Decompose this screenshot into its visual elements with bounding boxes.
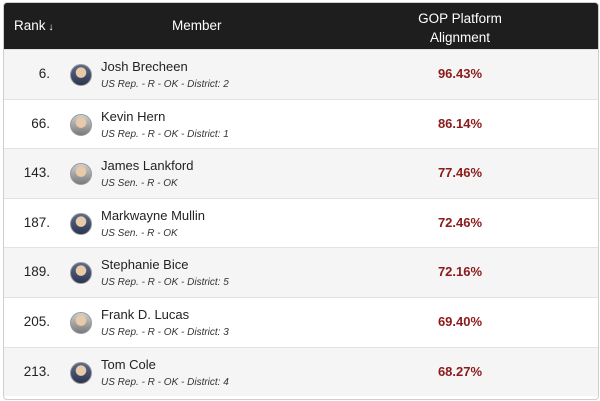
member-details: US Rep. - R - OK - District: 3	[101, 326, 229, 338]
alignment-value: 77.46%	[437, 165, 483, 181]
table-header: Rank ↓ Member GOP Platform Alignment	[4, 3, 598, 49]
table-row[interactable]: 205. Frank D. Lucas US Rep. - R - OK - D…	[4, 296, 598, 347]
alignment-value: 96.43%	[437, 66, 483, 81]
rank-header-label: Rank	[14, 18, 46, 33]
avatar	[70, 113, 92, 136]
avatar	[70, 163, 92, 186]
alignment-value: 86.14%	[437, 115, 483, 131]
avatar	[70, 361, 92, 384]
alignment-column-header: GOP Platform Alignment	[400, 9, 520, 47]
rank-column-header[interactable]: Rank ↓	[14, 18, 54, 33]
sort-down-icon: ↓	[48, 22, 54, 33]
member-name[interactable]: Tom Cole	[101, 356, 156, 372]
table-row[interactable]: 187. Markwayne Mullin US Sen. - R - OK 7…	[4, 197, 598, 248]
member-details: US Sen. - R - OK	[101, 178, 178, 190]
rank-value: 205.	[23, 313, 50, 329]
table-row[interactable]: 66. Kevin Hern US Rep. - R - OK - Distri…	[4, 98, 598, 149]
members-table: Rank ↓ Member GOP Platform Alignment 6. J…	[3, 2, 599, 400]
alignment-value: 72.16%	[437, 264, 483, 280]
member-details: US Rep. - R - OK - District: 1	[101, 128, 229, 140]
member-name[interactable]: Frank D. Lucas	[101, 306, 190, 322]
member-name[interactable]: Josh Brecheen	[101, 59, 188, 74]
avatar	[70, 311, 92, 334]
rank-value: 213.	[23, 363, 50, 379]
member-details: US Rep. - R - OK - District: 5	[101, 277, 229, 289]
table-row[interactable]: 213. Tom Cole US Rep. - R - OK - Distric…	[4, 346, 598, 397]
rank-value: 66.	[31, 115, 50, 131]
member-name[interactable]: Kevin Hern	[101, 108, 166, 124]
avatar	[70, 262, 92, 285]
alignment-value: 72.46%	[437, 214, 483, 230]
member-details: US Sen. - R - OK	[101, 227, 178, 239]
alignment-header-line2: Alignment	[429, 30, 491, 45]
avatar	[70, 64, 92, 86]
table-body: 6. Josh Brecheen US Rep. - R - OK - Dist…	[4, 49, 598, 397]
rank-value: 143.	[23, 165, 50, 181]
member-column-header: Member	[172, 18, 222, 33]
member-name[interactable]: James Lankford	[101, 158, 194, 174]
table-row[interactable]: 143. James Lankford US Sen. - R - OK 77.…	[4, 148, 598, 198]
member-details: US Rep. - R - OK - District: 4	[101, 376, 229, 388]
member-name[interactable]: Markwayne Mullin	[101, 207, 206, 223]
member-details: US Rep. - R - OK - District: 2	[101, 79, 229, 90]
rank-value: 189.	[23, 264, 50, 280]
rank-value: 6.	[38, 66, 50, 81]
rank-value: 187.	[23, 214, 50, 230]
member-name[interactable]: Stephanie Bice	[101, 257, 189, 273]
alignment-header-line1: GOP Platform	[418, 11, 502, 26]
alignment-value: 69.40%	[437, 313, 483, 329]
table-row[interactable]: 6. Josh Brecheen US Rep. - R - OK - Dist…	[4, 49, 598, 99]
alignment-value: 68.27%	[437, 363, 483, 379]
table-row[interactable]: 189. Stephanie Bice US Rep. - R - OK - D…	[4, 247, 598, 297]
avatar	[70, 212, 92, 235]
